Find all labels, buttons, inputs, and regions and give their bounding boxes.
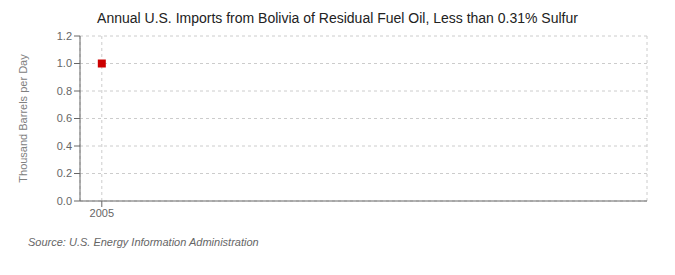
- svg-text:1.2: 1.2: [57, 30, 72, 42]
- svg-text:0.8: 0.8: [57, 85, 72, 97]
- svg-text:2005: 2005: [90, 207, 114, 219]
- svg-text:0.2: 0.2: [57, 167, 72, 179]
- svg-text:0.6: 0.6: [57, 112, 72, 124]
- svg-text:0.0: 0.0: [57, 195, 72, 207]
- svg-text:0.4: 0.4: [57, 140, 72, 152]
- svg-text:Thousand Barrels per Day: Thousand Barrels per Day: [17, 54, 29, 183]
- svg-text:1.0: 1.0: [57, 57, 72, 69]
- html-text:Annual U.S. Imports from Boliv: Annual U.S. Imports from Bolivia of Resi…: [97, 10, 578, 26]
- html-text:Source: U.S. Energy Informatio: Source: U.S. Energy Information Administ…: [28, 236, 259, 248]
